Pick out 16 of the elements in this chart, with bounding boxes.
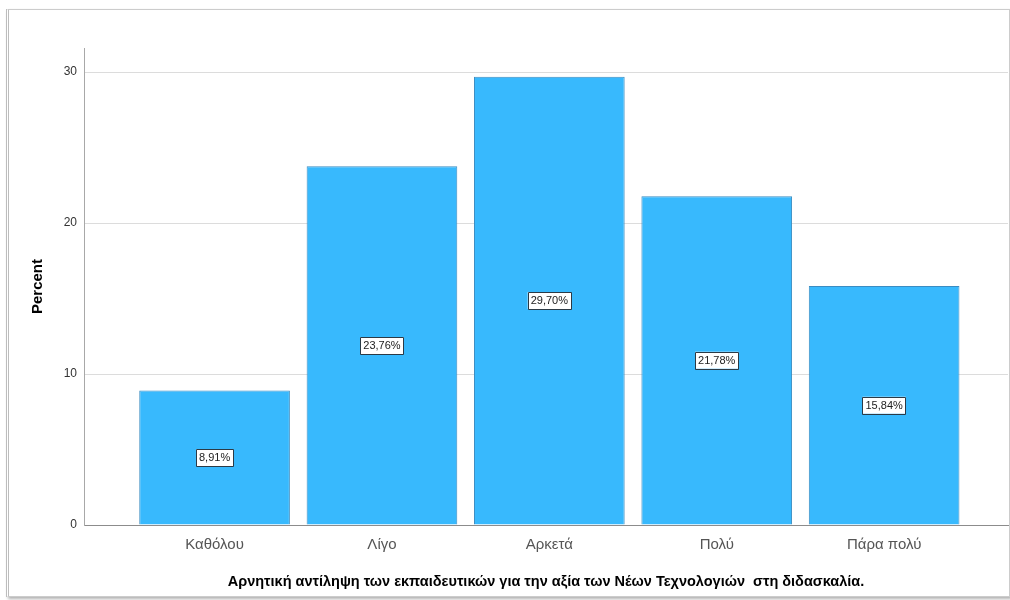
x-tick-label: Καθόλου (185, 535, 244, 553)
y-tick-label: 0 (70, 517, 78, 532)
data-label: 21,78% (698, 353, 736, 366)
y-tick-label: 30 (63, 64, 78, 79)
x-tick-label: Πάρα πολύ (846, 535, 922, 553)
data-label: 23,76% (363, 338, 401, 351)
y-tick-label: 20 (63, 215, 78, 230)
data-label: 8,91% (198, 451, 231, 464)
x-tick-label: Αρκετά (525, 535, 574, 553)
x-tick-label: Πολύ (699, 535, 734, 553)
data-label: 29,70% (530, 294, 569, 307)
y-tick-label: 10 (63, 366, 78, 381)
data-label: 15,84% (865, 398, 903, 411)
y-axis-title: Percent (28, 258, 46, 315)
x-tick-label: Λίγο (367, 535, 397, 553)
x-axis-title: Αρνητική αντίληψη των εκπαιδευτικών για την αξία των Νέων Τεχνολογιών στη διδασκαλία. (227, 573, 865, 590)
